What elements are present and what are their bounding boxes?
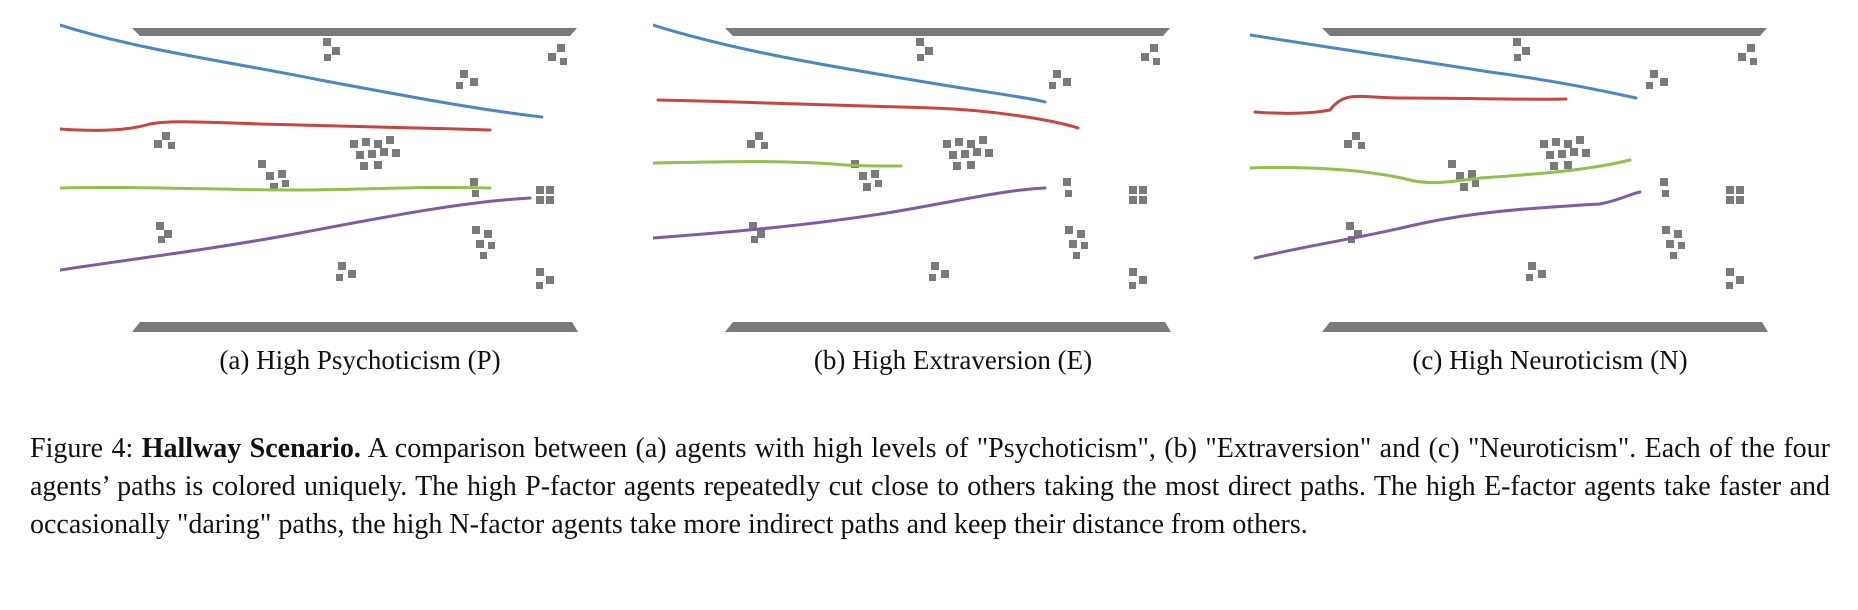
- panel-c: [1250, 20, 1850, 340]
- panel-b: [653, 20, 1253, 340]
- top-wall: [1322, 28, 1767, 36]
- panel-a: [60, 20, 660, 340]
- bottom-wall: [1322, 322, 1768, 332]
- red-path: [60, 120, 492, 132]
- blue-path: [653, 23, 1047, 104]
- hallway-plot-b: [653, 23, 1171, 332]
- agent-paths: [1250, 33, 1642, 260]
- purple-path: [1253, 190, 1642, 260]
- blue-path: [60, 23, 544, 119]
- walls: [1322, 28, 1768, 332]
- green-path: [60, 185, 492, 192]
- hallway-plot-a: [60, 23, 578, 332]
- bottom-wall: [725, 322, 1171, 332]
- red-path: [1253, 94, 1568, 115]
- green-path: [1250, 158, 1632, 185]
- red-path: [656, 98, 1080, 130]
- figure-caption-body: A comparison between (a) agents with hig…: [30, 433, 1830, 540]
- obstacles: [154, 38, 567, 289]
- caption-panel-c: (c) High Neuroticism (N): [1412, 345, 1688, 375]
- blue-path: [1250, 33, 1638, 100]
- figure-label: Figure 4:: [30, 433, 142, 464]
- caption-panel-a: (a) High Psychoticism (P): [219, 345, 501, 375]
- agent-paths: [653, 23, 1080, 240]
- green-path: [653, 160, 903, 168]
- obstacles: [747, 38, 1160, 289]
- caption-panel-b: (b) High Extraversion (E): [813, 345, 1093, 375]
- top-wall: [725, 28, 1170, 36]
- figure-title: Hallway Scenario.: [141, 433, 361, 464]
- figure-caption: Figure 4: Hallway Scenario. A comparison…: [30, 430, 1830, 544]
- walls: [725, 28, 1171, 332]
- agent-paths: [60, 23, 544, 272]
- walls: [132, 28, 578, 332]
- obstacles: [1344, 38, 1757, 289]
- bottom-wall: [132, 322, 578, 332]
- hallway-plot-c: [1250, 28, 1768, 332]
- purple-path: [653, 186, 1047, 240]
- top-wall: [132, 28, 577, 36]
- purple-path: [60, 196, 532, 272]
